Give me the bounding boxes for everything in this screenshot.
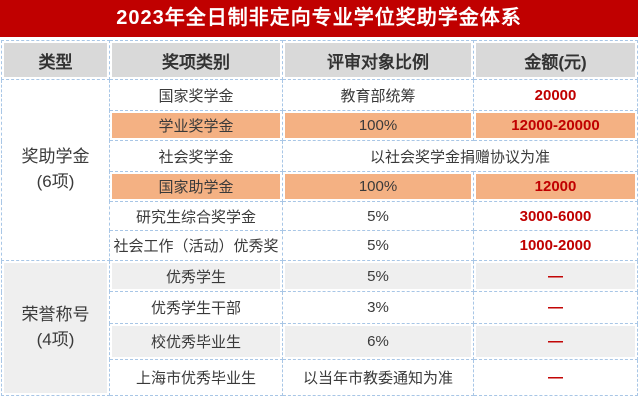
table-row: 奖助学金 (6项) 国家奖学金 教育部统筹 20000 <box>1 79 638 261</box>
award-cell: 学业奖学金 <box>109 110 283 141</box>
amount-cell: 12000 <box>473 171 638 202</box>
amount-cell: — <box>473 260 638 292</box>
table-row: 研究生综合奖学金 5% 3000-6000 <box>2 201 638 231</box>
ratio-cell: 教育部统筹 <box>282 79 474 111</box>
scholarship-table: 类型 奖项类别 评审对象比例 金额(元) 奖助学金 (6项) 国家奖学金 教育部… <box>1 40 638 396</box>
table-row: 优秀学生干部 3% — <box>2 291 638 324</box>
ratio-cell: 5% <box>282 230 474 261</box>
table-row: 校优秀毕业生 6% — <box>2 323 638 360</box>
award-cell: 国家助学金 <box>109 171 283 202</box>
ratio-cell-merged: 以社会奖学金捐赠协议为准 <box>282 140 638 172</box>
award-cell: 上海市优秀毕业生 <box>109 359 283 396</box>
col-header-type: 类型 <box>1 40 110 80</box>
amount-cell: 20000 <box>473 79 638 111</box>
ratio-cell: 100% <box>282 171 474 202</box>
table-row: 荣誉称号 (4项) 优秀学生 5% — <box>1 260 638 396</box>
award-cell: 社会工作（活动）优秀奖 <box>109 230 283 261</box>
ratio-cell: 5% <box>282 260 474 292</box>
award-cell: 优秀学生干部 <box>109 291 283 324</box>
amount-cell: — <box>473 323 638 360</box>
group-count: (6项) <box>36 172 75 191</box>
award-cell: 校优秀毕业生 <box>109 323 283 360</box>
group-cell-scholarships: 奖助学金 (6项) <box>1 79 110 261</box>
amount-cell: — <box>473 359 638 396</box>
ratio-cell: 5% <box>282 201 474 231</box>
amount-cell: 12000-20000 <box>473 110 638 141</box>
ratio-cell: 3% <box>282 291 474 324</box>
table-row: 社会奖学金 以社会奖学金捐赠协议为准 <box>2 140 638 172</box>
group-label: 荣誉称号 <box>21 305 90 325</box>
group-count: (4项) <box>36 330 75 349</box>
group-cell-honors: 荣誉称号 (4项) <box>1 260 110 396</box>
table-header-row: 类型 奖项类别 评审对象比例 金额(元) <box>1 40 638 80</box>
col-header-ratio: 评审对象比例 <box>282 40 474 80</box>
table-row: 国家助学金 100% 12000 <box>2 171 638 202</box>
ratio-cell: 以当年市教委通知为准 <box>282 359 474 396</box>
table-row: 学业奖学金 100% 12000-20000 <box>2 110 638 141</box>
table-row: 社会工作（活动）优秀奖 5% 1000-2000 <box>2 230 638 261</box>
page-title: 2023年全日制非定向专业学位奖助学金体系 <box>0 0 638 37</box>
amount-cell: — <box>473 291 638 324</box>
col-header-amount: 金额(元) <box>473 40 638 80</box>
award-cell: 国家奖学金 <box>109 79 283 111</box>
group-label: 奖助学金 <box>21 147 90 167</box>
amount-cell: 1000-2000 <box>473 230 638 261</box>
award-cell: 社会奖学金 <box>109 140 283 172</box>
ratio-cell: 100% <box>282 110 474 141</box>
award-cell: 研究生综合奖学金 <box>109 201 283 231</box>
table-row: 上海市优秀毕业生 以当年市教委通知为准 — <box>2 359 638 396</box>
amount-cell: 3000-6000 <box>473 201 638 231</box>
award-cell: 优秀学生 <box>109 260 283 292</box>
col-header-category: 奖项类别 <box>109 40 283 80</box>
ratio-cell: 6% <box>282 323 474 360</box>
